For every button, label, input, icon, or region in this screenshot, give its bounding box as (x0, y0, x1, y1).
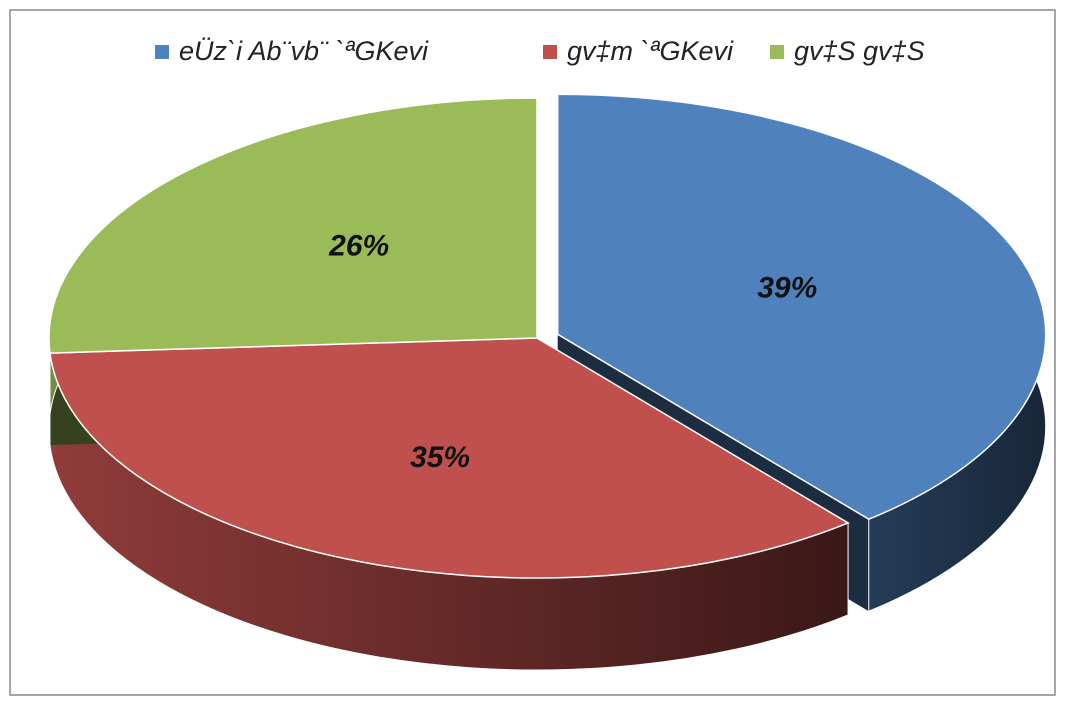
pie-slice (48, 97, 538, 354)
legend-swatch (770, 45, 784, 59)
legend-label: gv‡m `ªGKevi (567, 36, 734, 66)
pie-slice (49, 337, 850, 579)
legend-swatch (155, 45, 169, 59)
data-label: 39% (757, 271, 817, 304)
legend-label: eÜz`i Ab¨vb¨ `ªGKevi (179, 36, 429, 66)
data-label: 26% (328, 230, 389, 263)
legend-label: gv‡S gv‡S (794, 36, 925, 66)
data-label: 35% (410, 441, 470, 474)
pie-slice (556, 93, 1047, 521)
legend-swatch (543, 45, 557, 59)
